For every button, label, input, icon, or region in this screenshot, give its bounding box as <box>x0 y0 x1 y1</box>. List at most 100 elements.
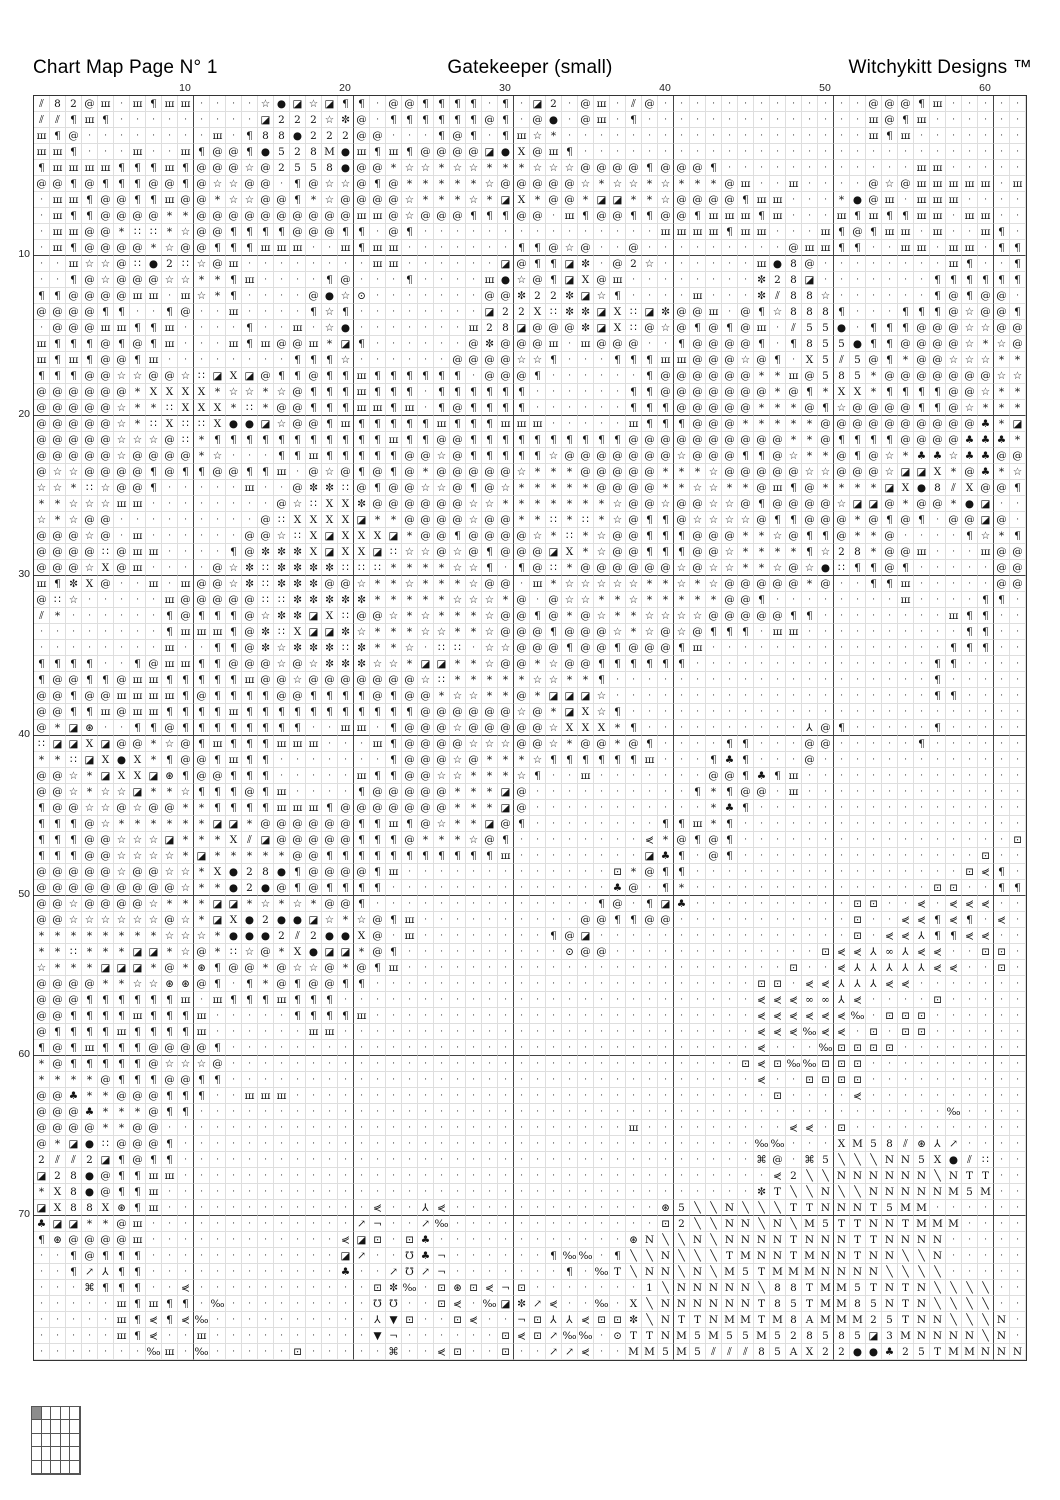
stitch-cell: * <box>386 624 402 640</box>
stitch-cell: * <box>50 752 66 768</box>
stitch-cell: · <box>226 1104 242 1120</box>
stitch-cell: · <box>754 960 770 976</box>
stitch-cell: X <box>514 192 530 208</box>
stitch-cell: @ <box>34 304 50 320</box>
stitch-cell: M <box>786 1264 802 1280</box>
stitch-cell: · <box>994 816 1010 832</box>
stitch-cell: @ <box>530 272 546 288</box>
stitch-cell: ⋞ <box>642 832 658 848</box>
stitch-cell: ш <box>402 928 418 944</box>
stitch-cell: @ <box>482 112 498 128</box>
stitch-cell: ¶ <box>562 1264 578 1280</box>
stitch-cell: ¶ <box>146 320 162 336</box>
stitch-cell: · <box>322 1344 338 1360</box>
stitch-cell: ¶ <box>226 784 242 800</box>
stitch-cell: ¶ <box>226 288 242 304</box>
stitch-cell: · <box>562 400 578 416</box>
stitch-cell: · <box>418 336 434 352</box>
stitch-cell: @ <box>434 528 450 544</box>
stitch-cell: · <box>930 896 946 912</box>
stitch-cell: @ <box>82 464 98 480</box>
stitch-cell: · <box>834 672 850 688</box>
stitch-cell: * <box>546 704 562 720</box>
stitch-cell: ☆ <box>82 496 98 512</box>
stitch-cell: · <box>658 944 674 960</box>
stitch-cell: · <box>530 960 546 976</box>
stitch-cell: ¶ <box>674 416 690 432</box>
stitch-cell: ◪ <box>546 544 562 560</box>
stitch-cell: * <box>50 496 66 512</box>
stitch-cell: ¶ <box>930 928 946 944</box>
stitch-cell: ☆ <box>402 544 418 560</box>
stitch-cell: · <box>306 1280 322 1296</box>
stitch-cell: · <box>274 480 290 496</box>
stitch-cell: · <box>738 704 754 720</box>
stitch-cell: @ <box>994 304 1010 320</box>
stitch-cell: ¶ <box>466 208 482 224</box>
stitch-cell: · <box>338 992 354 1008</box>
stitch-cell: @ <box>642 640 658 656</box>
stitch-cell: ⋞ <box>978 864 994 880</box>
stitch-cell: · <box>242 1296 258 1312</box>
stitch-cell: N <box>834 1200 850 1216</box>
stitch-cell: ◪ <box>978 512 994 528</box>
stitch-cell: · <box>306 1168 322 1184</box>
stitch-cell: ☆ <box>114 912 130 928</box>
stitch-cell: · <box>34 640 50 656</box>
stitch-cell: @ <box>338 896 354 912</box>
stitch-cell: · <box>802 960 818 976</box>
stitch-cell: ⊡ <box>930 880 946 896</box>
stitch-cell: @ <box>578 160 594 176</box>
stitch-cell: 5 <box>850 352 866 368</box>
stitch-cell: ⊡ <box>818 1072 834 1088</box>
stitch-cell: N <box>770 1232 786 1248</box>
stitch-cell: · <box>514 1200 530 1216</box>
stitch-cell: @ <box>194 752 210 768</box>
stitch-cell: · <box>514 96 530 112</box>
stitch-cell: · <box>306 1200 322 1216</box>
stitch-cell: · <box>242 96 258 112</box>
stitch-cell: ¶ <box>434 112 450 128</box>
stitch-cell: · <box>802 784 818 800</box>
stitch-cell: X <box>834 384 850 400</box>
stitch-cell: ¶ <box>34 672 50 688</box>
stitch-cell: @ <box>130 864 146 880</box>
stitch-cell: · <box>514 832 530 848</box>
stitch-cell: ш <box>290 800 306 816</box>
stitch-cell: ⊛ <box>162 976 178 992</box>
stitch-cell: ☆ <box>594 528 610 544</box>
stitch-cell: @ <box>754 432 770 448</box>
stitch-cell: · <box>850 256 866 272</box>
stitch-cell: · <box>370 992 386 1008</box>
stitch-cell: · <box>578 416 594 432</box>
stitch-cell: ¶ <box>178 1008 194 1024</box>
stitch-cell: · <box>626 800 642 816</box>
stitch-cell: T <box>930 1344 946 1360</box>
stitch-cell: · <box>66 1296 82 1312</box>
stitch-cell: ☆ <box>322 304 338 320</box>
stitch-cell: X <box>306 544 322 560</box>
stitch-cell: ¶ <box>562 144 578 160</box>
stitch-cell: ☆ <box>530 128 546 144</box>
stitch-cell: · <box>754 816 770 832</box>
stitch-cell: @ <box>706 528 722 544</box>
stitch-cell: @ <box>82 848 98 864</box>
stitch-cell: X <box>610 320 626 336</box>
stitch-cell: · <box>178 1200 194 1216</box>
stitch-cell: @ <box>594 560 610 576</box>
stitch-cell: @ <box>802 496 818 512</box>
stitch-cell: 8 <box>802 336 818 352</box>
stitch-cell: @ <box>722 336 738 352</box>
stitch-cell: ☆ <box>114 432 130 448</box>
stitch-cell: * <box>514 160 530 176</box>
stitch-cell: · <box>866 880 882 896</box>
stitch-cell: · <box>450 240 466 256</box>
stitch-cell: · <box>898 624 914 640</box>
stitch-cell: ¶ <box>642 368 658 384</box>
stitch-cell: · <box>962 1120 978 1136</box>
stitch-cell: ¶ <box>338 448 354 464</box>
stitch-cell: · <box>738 1024 754 1040</box>
stitch-cell: · <box>1010 1152 1026 1168</box>
stitch-cell: ¶ <box>178 720 194 736</box>
stitch-cell: @ <box>578 240 594 256</box>
